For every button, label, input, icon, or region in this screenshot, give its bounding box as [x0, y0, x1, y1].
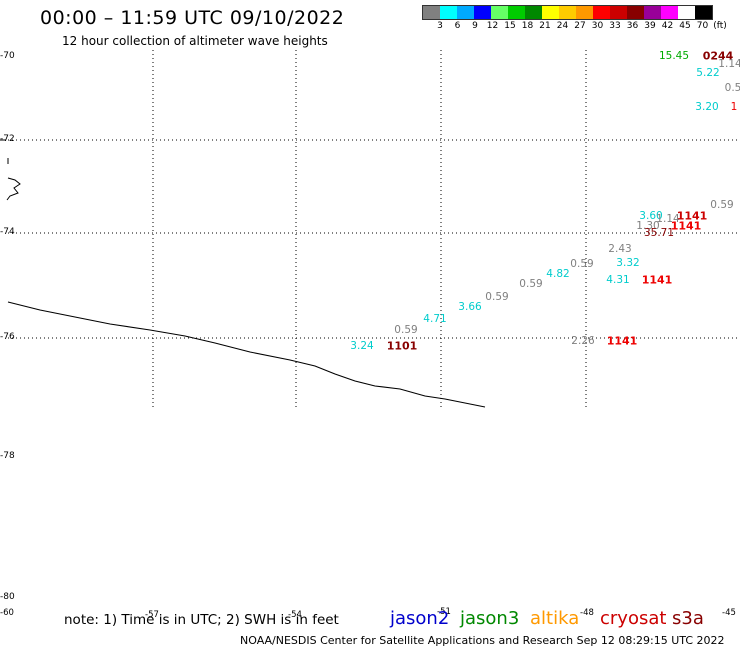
legend-swatch	[695, 6, 712, 19]
legend-tick-label: 21	[539, 21, 551, 31]
observation-label: 0.59	[570, 258, 594, 270]
observation-label: 1101	[386, 339, 418, 353]
observation-label: 35.71	[643, 227, 675, 239]
observation-label: 3.66	[458, 301, 482, 313]
legend-swatch	[593, 6, 610, 19]
legend-tick-label: 9	[472, 21, 478, 31]
observation-label: 2.43	[608, 243, 632, 255]
observation-label: 1	[730, 101, 738, 113]
observation-label: 3.20	[695, 101, 719, 113]
observation-label: 1141	[606, 334, 638, 348]
lon-label: -54	[288, 610, 302, 620]
observation-label: 1141	[670, 219, 702, 233]
observation-label: 2.26	[571, 335, 595, 347]
legend-tick-label: 3	[437, 21, 443, 31]
lat-label: -74	[0, 227, 15, 237]
lon-label: -45	[722, 608, 736, 618]
legend-swatch	[474, 6, 491, 19]
legend-tick-label: 36	[626, 21, 639, 31]
satellite-label-jason3: jason3	[460, 608, 520, 629]
legend-tick-label: 33	[609, 21, 621, 31]
observation-label: 0.59	[485, 291, 509, 303]
wave-height-color-legend	[422, 5, 713, 20]
satellite-label-cryosat: cryosat	[600, 608, 667, 629]
legend-tick-label: 70	[696, 21, 709, 31]
legend-swatch	[491, 6, 508, 19]
graticule	[8, 50, 740, 407]
legend-swatch	[678, 6, 695, 19]
legend-tick-label: 18	[521, 21, 534, 31]
footer-note: note: 1) Time is in UTC; 2) SWH is in fe…	[64, 612, 339, 628]
legend-tick-label: 27	[574, 21, 586, 31]
legend-tick-label: 15	[504, 21, 516, 31]
observation-label: 4.82	[546, 268, 570, 280]
observation-label: 5.22	[696, 67, 720, 79]
legend-swatch	[627, 6, 644, 19]
legend-tick-label: 30	[591, 21, 604, 31]
legend-tick-label: 45	[679, 21, 691, 31]
observation-label: 0.59	[710, 199, 734, 211]
map-title: 00:00 – 11:59 UTC 09/10/2022	[40, 7, 345, 29]
observation-label: 4.31	[606, 274, 630, 286]
lat-label: -80	[0, 592, 15, 602]
observation-label: 3.24	[350, 340, 374, 352]
lat-label: -76	[0, 332, 15, 342]
legend-swatch	[457, 6, 474, 19]
lon-label: -60	[0, 608, 14, 618]
legend-tick-label: 6	[454, 21, 461, 31]
lon-label: -48	[580, 608, 594, 618]
lat-label: -70	[0, 51, 15, 61]
legend-swatch	[644, 6, 661, 19]
legend-swatch	[423, 6, 440, 19]
legend-swatch	[661, 6, 678, 19]
legend-swatch	[610, 6, 627, 19]
lon-label: -51	[437, 607, 451, 617]
observation-label: 3.60	[639, 210, 663, 222]
observation-label: 15.45	[658, 50, 690, 62]
observation-label: 1141	[676, 209, 708, 223]
coastline	[7, 301, 486, 408]
legend-swatch	[559, 6, 576, 19]
lat-label: -78	[0, 451, 15, 461]
credit-line: NOAA/NESDIS Center for Satellite Applica…	[240, 634, 725, 647]
lon-label: -57	[145, 610, 159, 620]
observation-label: 0.59	[519, 278, 543, 290]
legend-tick-label: 39	[644, 21, 656, 31]
observation-label: 3.32	[616, 257, 640, 269]
map-subtitle: 12 hour collection of altimeter wave hei…	[62, 34, 328, 48]
legend-tick-label: 42	[661, 21, 674, 31]
legend-tick-label: 12	[486, 21, 499, 31]
observation-label: 0.5	[724, 82, 740, 94]
observation-label: 1.14	[656, 213, 680, 225]
satellite-label-altika: altika	[530, 608, 580, 629]
observation-label: 1.14	[718, 58, 740, 70]
satellite-label-s3a: s3a	[672, 608, 704, 629]
observation-label: 1141	[641, 273, 673, 287]
observation-label: 0244	[702, 49, 734, 63]
observation-label: 0.59	[394, 324, 418, 336]
legend-swatch	[525, 6, 542, 19]
legend-swatch	[542, 6, 559, 19]
lat-label: -72	[0, 134, 15, 144]
legend-tick-label: (ft)	[713, 21, 727, 31]
legend-swatch	[440, 6, 457, 19]
legend-swatch	[508, 6, 525, 19]
island-coast	[6, 177, 21, 201]
observation-label: 1.30	[636, 220, 660, 232]
legend-swatch	[576, 6, 593, 19]
legend-tick-label: 24	[556, 21, 569, 31]
observation-label: 4.71	[423, 313, 447, 325]
satellite-label-jason2: jason2	[390, 608, 450, 629]
